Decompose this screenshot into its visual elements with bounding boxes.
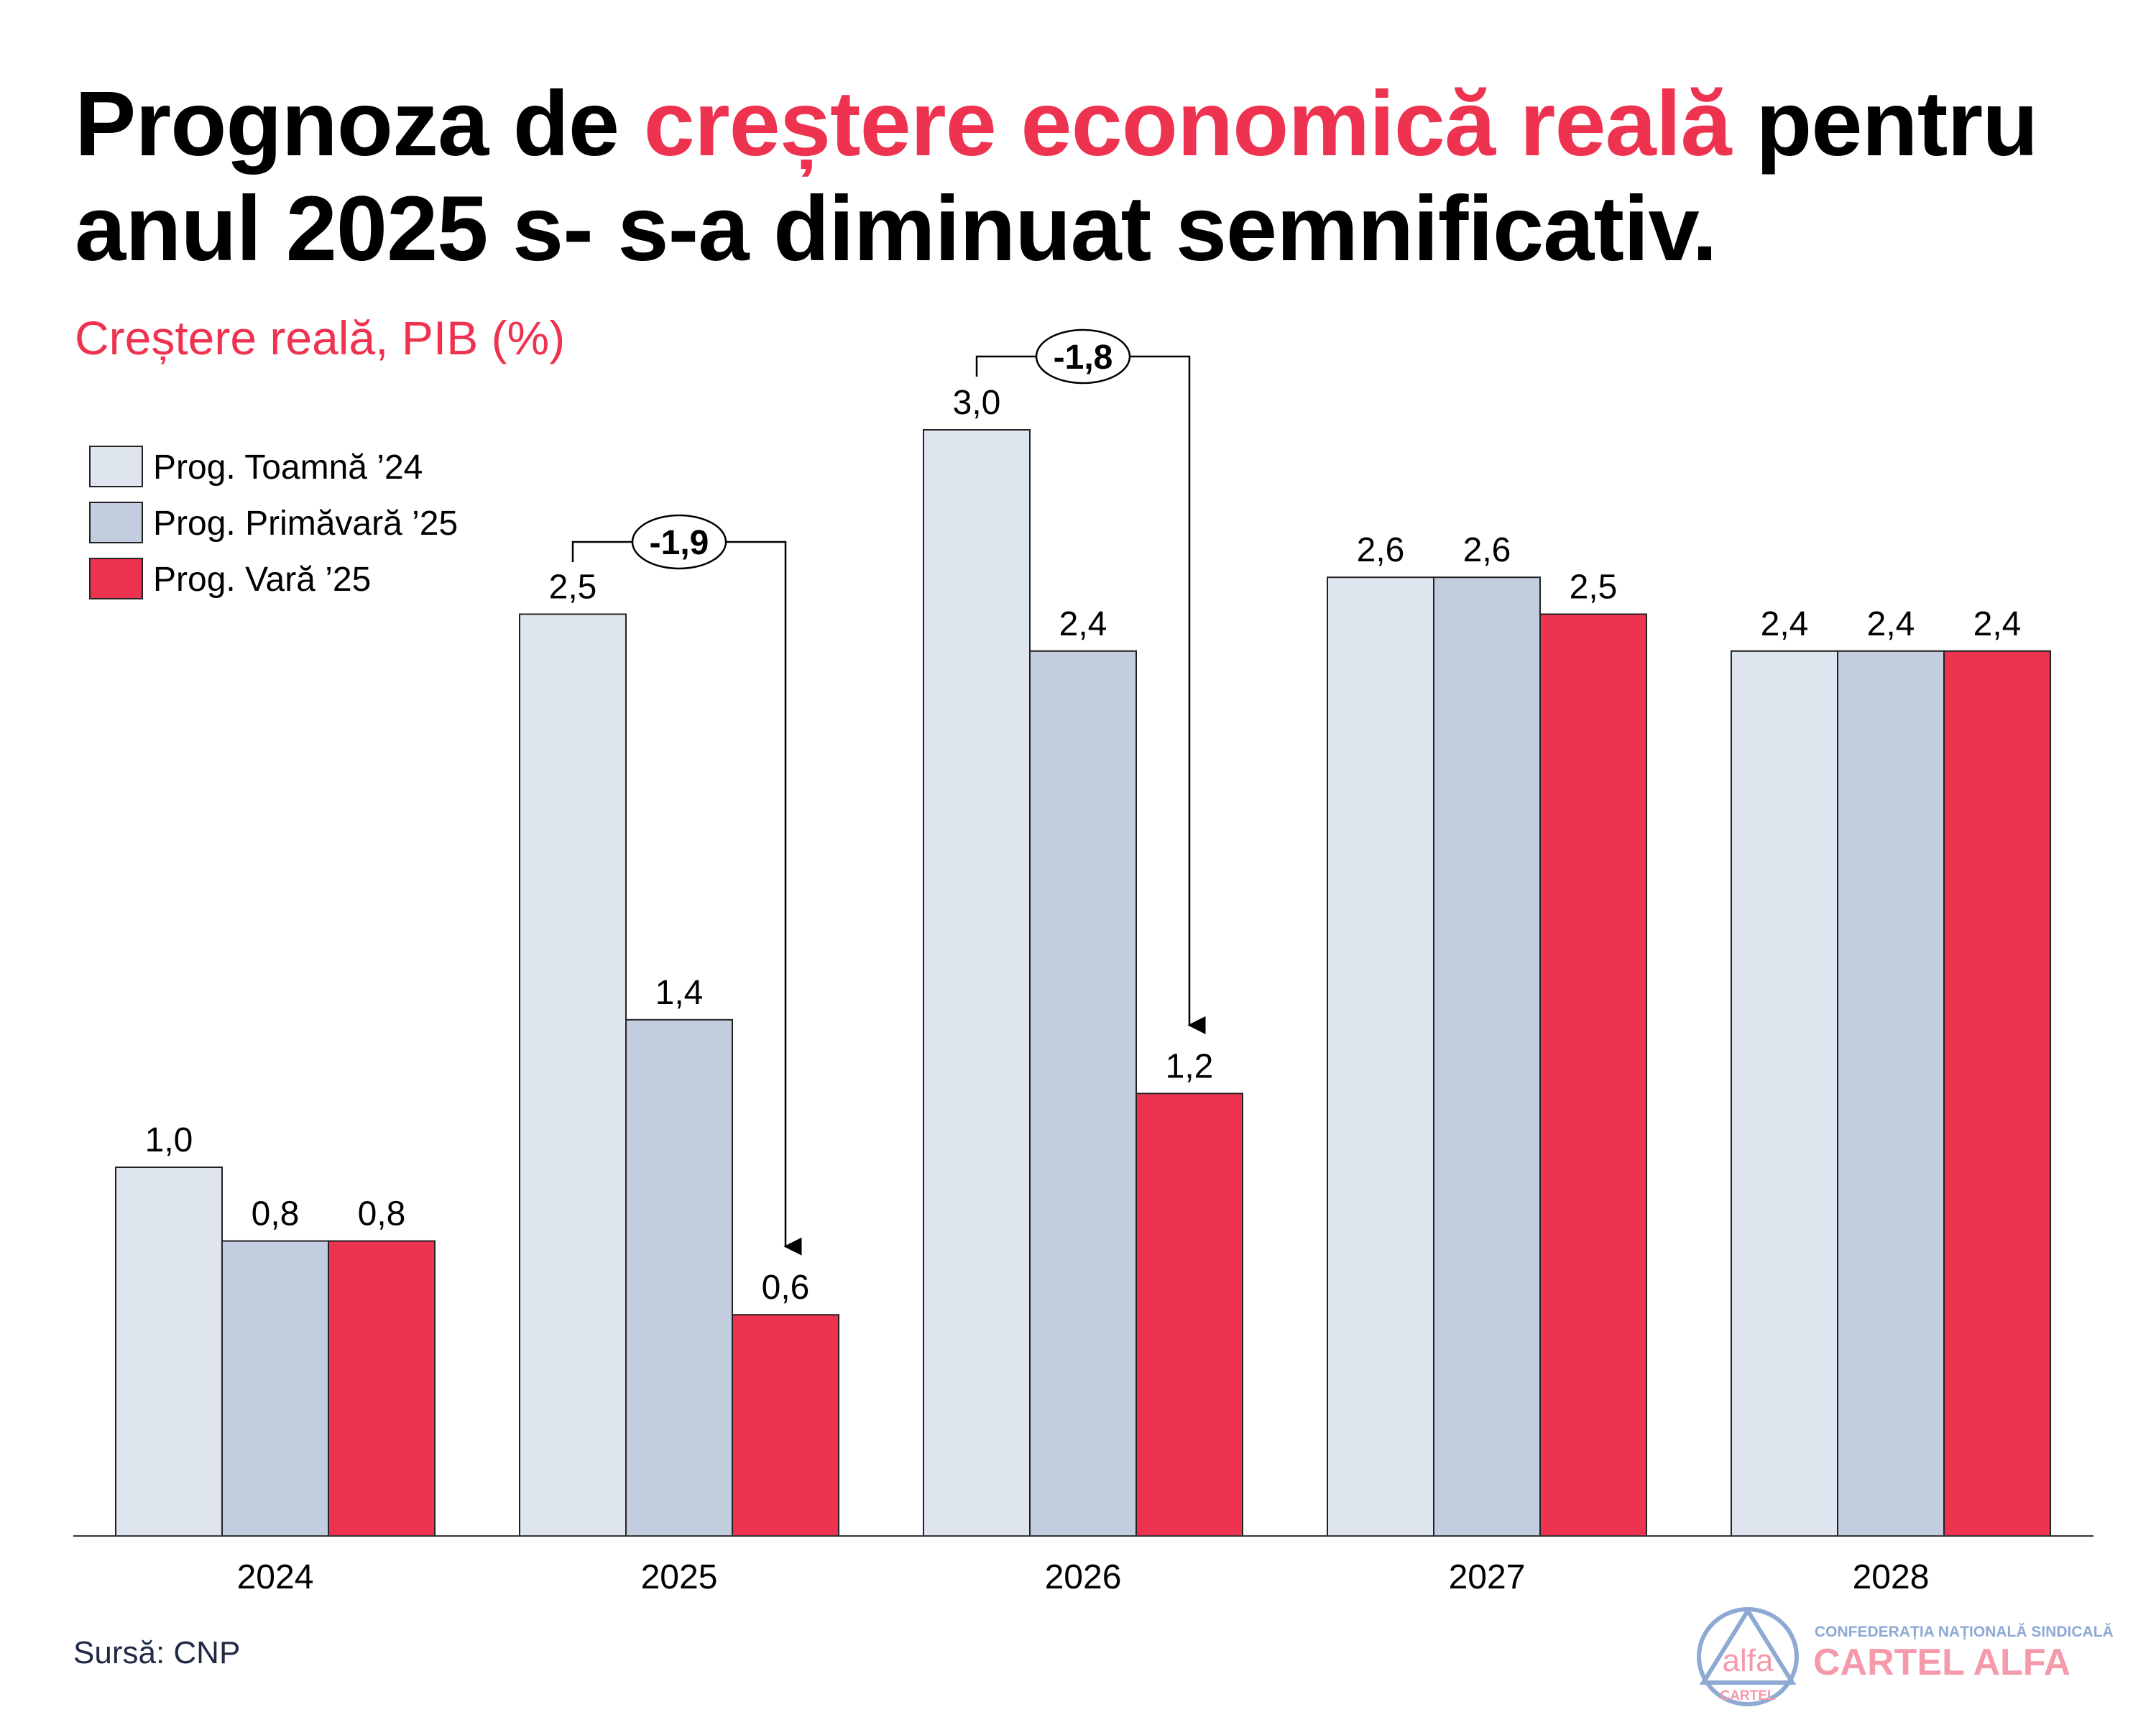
source-note: Sursă: CNP (73, 1635, 241, 1670)
x-tick-label: 2028 (1853, 1558, 1930, 1596)
change-label: -1,8 (1054, 339, 1113, 377)
data-label: 1,0 (145, 1121, 193, 1159)
data-label: 0,6 (762, 1269, 810, 1307)
chart-subtitle: Creștere reală, PIB (%) (75, 311, 566, 364)
legend-label: Prog. Vară ’25 (153, 561, 371, 599)
bar-2024-series-1 (221, 1240, 329, 1537)
title-highlight: creștere economică reală (643, 73, 1732, 175)
bar-2025-series-1 (625, 1018, 733, 1537)
legend-swatch (89, 502, 143, 543)
svg-text:CARTEL: CARTEL (1720, 1688, 1775, 1703)
data-label: 0,8 (358, 1195, 406, 1233)
data-label: 3,0 (953, 384, 1001, 422)
legend-label: Prog. Toamnă ’24 (153, 448, 423, 487)
data-label: 2,4 (1059, 605, 1107, 643)
data-label: 2,5 (549, 569, 597, 607)
change-badge (631, 514, 727, 570)
bar-2024-series-2 (328, 1240, 436, 1537)
bar-2027-series-0 (1327, 576, 1434, 1537)
change-badge (1035, 328, 1131, 385)
bar-2028-series-2 (1943, 650, 2051, 1537)
data-label: 1,2 (1166, 1047, 1214, 1085)
title-part2: pentru (1731, 73, 2038, 175)
data-label: 2,6 (1463, 531, 1511, 569)
data-label: 1,4 (655, 974, 704, 1012)
legend-label: Prog. Primăvară ’25 (153, 505, 458, 543)
title-line2: anul 2025 s- s-a diminuat semnificativ. (75, 178, 1718, 280)
bar-2028-series-0 (1731, 650, 1838, 1537)
bar-2026-series-2 (1135, 1092, 1243, 1537)
legend-swatch (89, 558, 143, 599)
chart-title: Prognoza de creștere economică reală pen… (75, 72, 2038, 282)
bar-2028-series-1 (1837, 650, 1945, 1537)
change-label: -1,9 (650, 524, 709, 562)
bar-2024-series-0 (115, 1167, 223, 1537)
svg-text:CONFEDERAȚIA NAȚIONALĂ SINDICA: CONFEDERAȚIA NAȚIONALĂ SINDICALĂ (1815, 1624, 2114, 1640)
data-label: 2,5 (1570, 569, 1618, 607)
x-tick-label: 2024 (237, 1558, 314, 1596)
data-label: 2,4 (1867, 605, 1915, 643)
bar-2027-series-1 (1433, 576, 1541, 1537)
bar-2026-series-0 (923, 429, 1031, 1537)
svg-text:CARTEL ALFA: CARTEL ALFA (1813, 1642, 2070, 1683)
bar-2025-series-0 (519, 613, 627, 1537)
data-label: 2,4 (1761, 605, 1809, 643)
legend-swatch (89, 446, 143, 487)
x-tick-label: 2026 (1045, 1558, 1122, 1596)
bar-2025-series-2 (732, 1314, 839, 1537)
data-label: 2,6 (1357, 531, 1405, 569)
data-label: 2,4 (1973, 605, 2022, 643)
x-tick-label: 2027 (1449, 1558, 1526, 1596)
bar-2026-series-1 (1029, 650, 1137, 1537)
data-label: 0,8 (252, 1195, 300, 1233)
cartel-alfa-logo: alfa CARTEL CONFEDERAȚIA NAȚIONALĂ SINDI… (1697, 1607, 2114, 1706)
svg-text:alfa: alfa (1723, 1643, 1774, 1678)
bar-2027-series-2 (1539, 613, 1647, 1537)
title-part1: Prognoza de (75, 73, 644, 175)
x-tick-label: 2025 (641, 1558, 718, 1596)
